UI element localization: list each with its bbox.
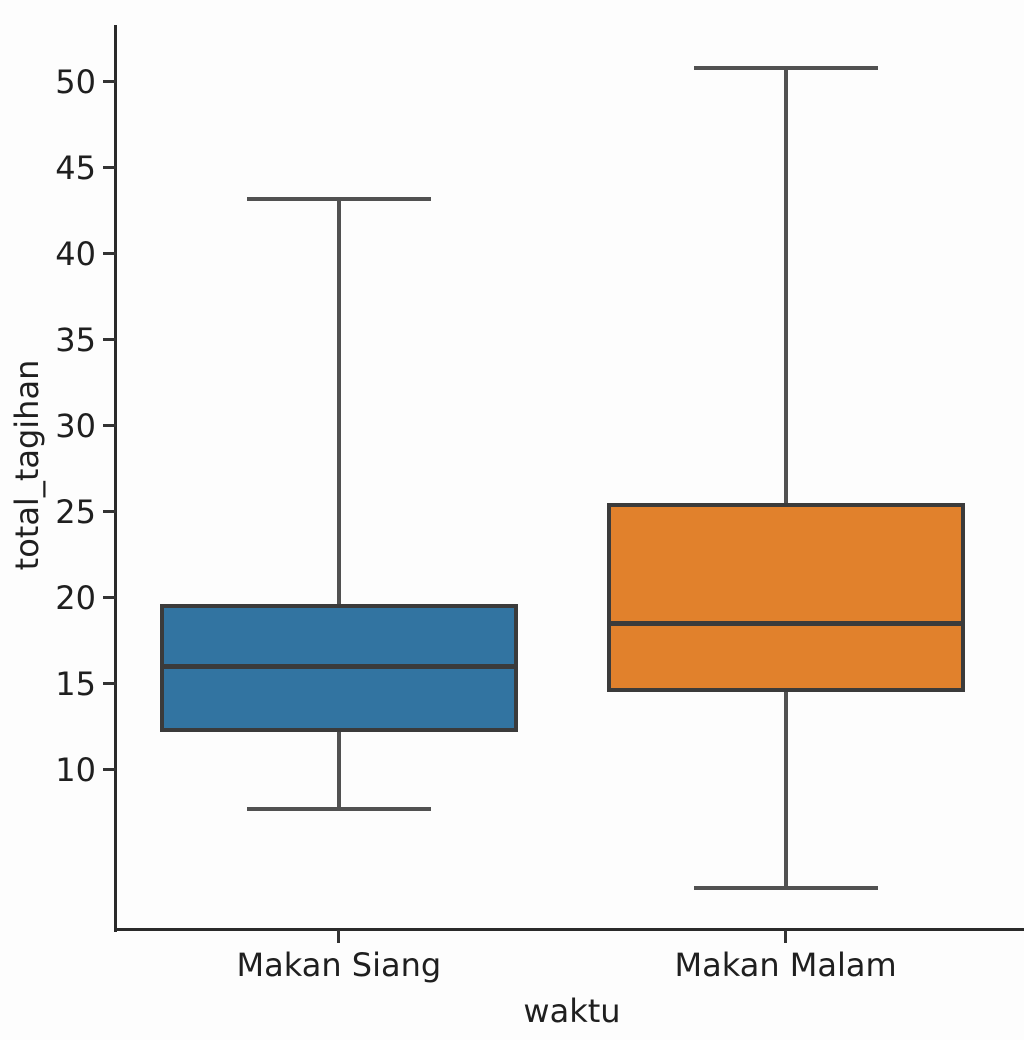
y-tick-label: 30: [55, 406, 96, 445]
whisker-line-upper: [783, 67, 788, 505]
median-line: [606, 620, 965, 626]
y-tick-mark: [102, 424, 116, 428]
x-axis-label: waktu: [523, 992, 621, 1030]
y-tick-mark: [102, 252, 116, 256]
y-tick-label: 10: [55, 750, 96, 789]
whisker-cap-lower: [693, 886, 878, 891]
x-axis-spine: [114, 928, 1024, 931]
x-tick-label: Makan Malam: [674, 946, 897, 984]
whisker-cap-upper: [246, 196, 431, 201]
y-tick-label: 50: [55, 62, 96, 101]
y-tick-mark: [102, 166, 116, 170]
y-tick-label: 45: [55, 148, 96, 187]
y-tick-mark: [102, 596, 116, 600]
y-tick-mark: [102, 682, 116, 686]
x-tick-label: Makan Siang: [236, 946, 442, 984]
y-tick-label: 40: [55, 234, 96, 273]
y-tick-mark: [102, 768, 116, 772]
median-line: [159, 663, 518, 669]
whisker-line-lower: [336, 730, 341, 810]
x-tick-mark: [337, 929, 341, 943]
whisker-line-upper: [336, 198, 341, 607]
y-tick-label: 15: [55, 664, 96, 703]
whisker-cap-upper: [693, 65, 878, 70]
whisker-cap-lower: [246, 807, 431, 812]
y-axis-spine: [114, 25, 117, 932]
x-tick-mark: [784, 929, 788, 943]
whisker-line-lower: [783, 690, 788, 889]
y-tick-mark: [102, 338, 116, 342]
y-tick-label: 20: [55, 578, 96, 617]
y-tick-mark: [102, 80, 116, 84]
box-rect: [606, 502, 965, 693]
y-tick-label: 35: [55, 320, 96, 359]
y-tick-mark: [102, 510, 116, 514]
y-tick-label: 25: [55, 492, 96, 531]
